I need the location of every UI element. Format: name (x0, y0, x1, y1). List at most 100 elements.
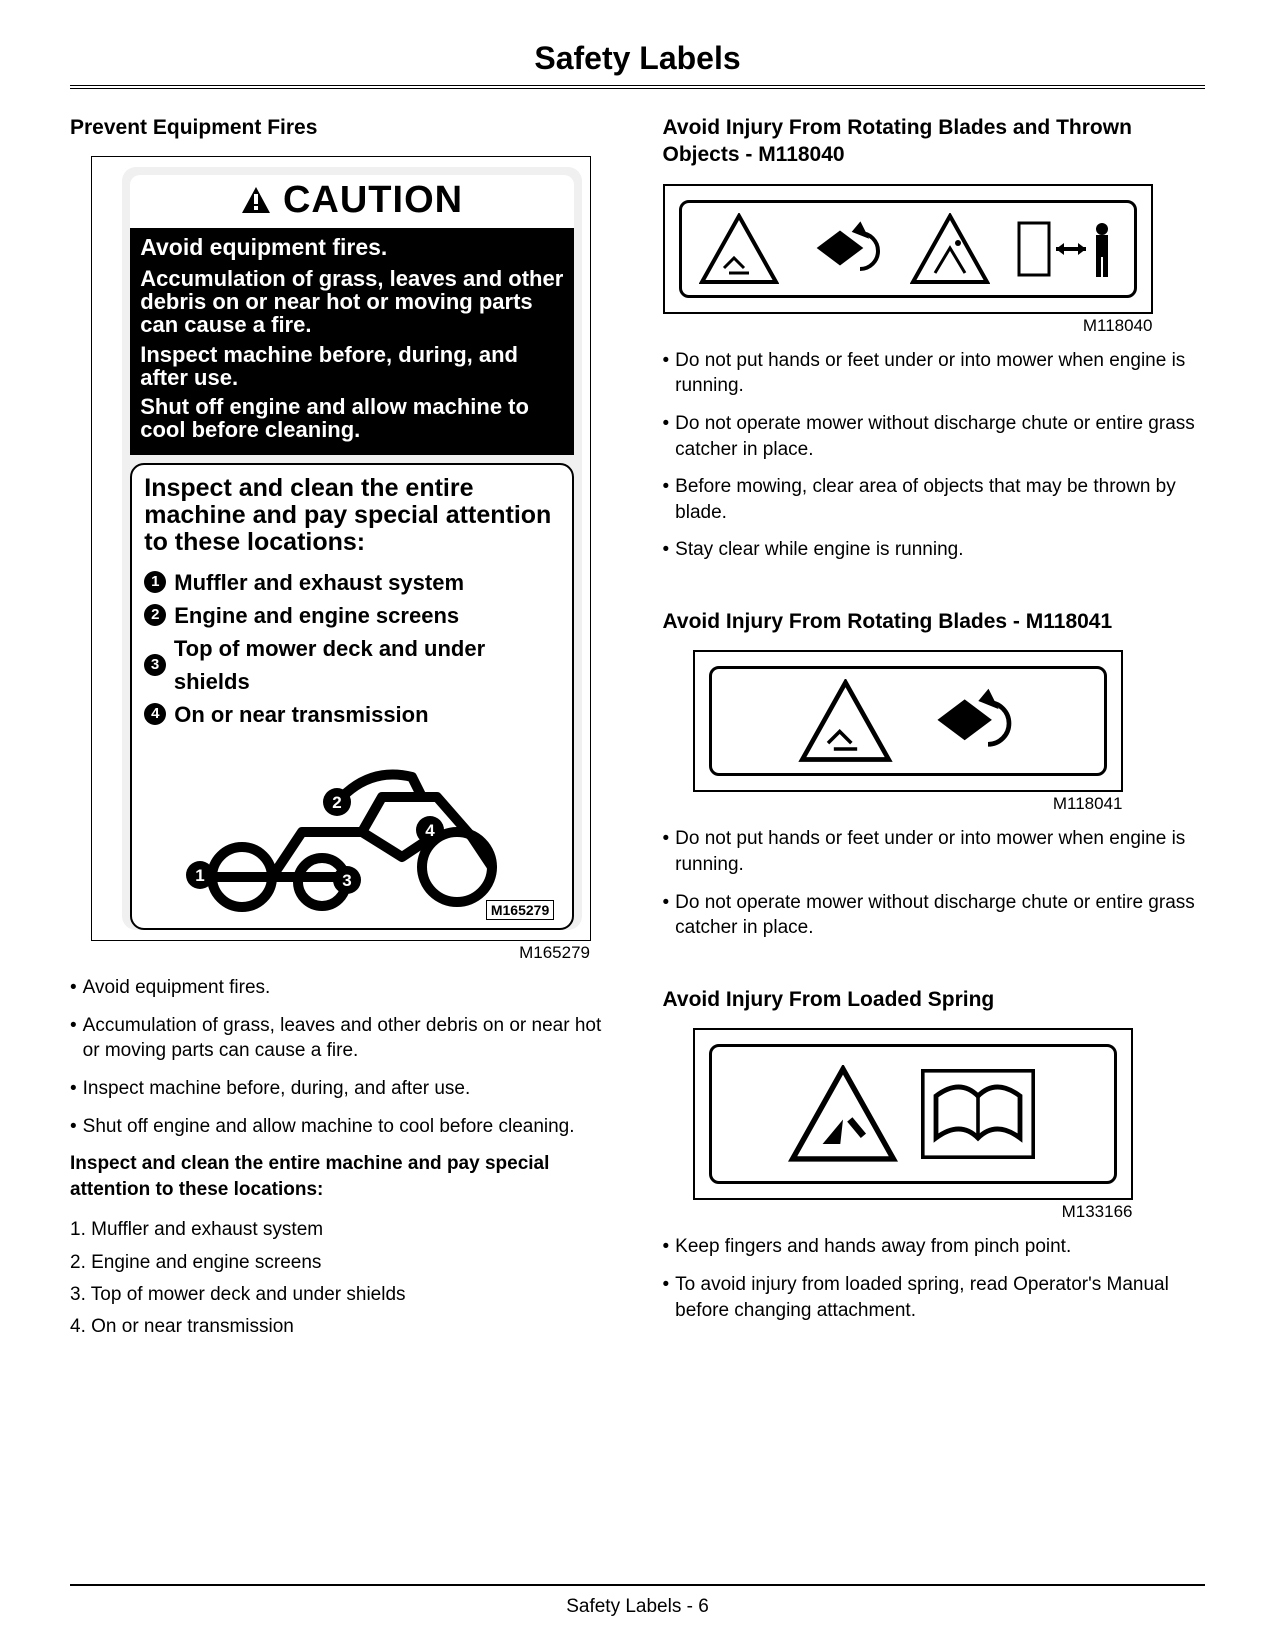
figure-caption: M118041 (663, 794, 1123, 814)
svg-text:3: 3 (343, 871, 352, 890)
caution-label-body: CAUTION Avoid equipment fires. Accumulat… (122, 167, 582, 930)
figure-caption: M165279 (70, 943, 590, 963)
caution-item-text: Muffler and exhaust system (174, 566, 464, 599)
mower-diagram: 1 2 3 4 M165279 (144, 737, 560, 922)
caution-white-item: 2Engine and engine screens (144, 599, 560, 632)
figure-m118040 (663, 184, 1153, 314)
bullet-text: Accumulation of grass, leaves and other … (83, 1013, 613, 1064)
caution-black-line: Accumulation of grass, leaves and other … (140, 267, 564, 336)
bullet-item: •Inspect machine before, during, and aft… (70, 1076, 613, 1102)
keep-distance-icon (1016, 213, 1116, 285)
svg-text:1: 1 (196, 866, 205, 885)
warning-triangle-icon (241, 186, 271, 214)
page-footer: Safety Labels - 6 (70, 1584, 1205, 1618)
bullet-item: •Do not operate mower without discharge … (663, 411, 1206, 462)
caution-black-line: Avoid equipment fires. (140, 234, 564, 261)
bullet-item: •Do not put hands or feet under or into … (663, 348, 1206, 399)
bullet-text: Do not operate mower without discharge c… (675, 411, 1205, 462)
bullet-text: Avoid equipment fires. (83, 975, 271, 1001)
bullet-text: Keep fingers and hands away from pinch p… (675, 1234, 1071, 1260)
heading-prevent-fires: Prevent Equipment Fires (70, 114, 613, 141)
no-hand-rotation-icon (805, 213, 885, 285)
bullet-icon: • (663, 890, 670, 941)
figure-caution-label: CAUTION Avoid equipment fires. Accumulat… (91, 156, 591, 941)
bullet-icon: • (663, 411, 670, 462)
caution-item-text: On or near transmission (174, 698, 428, 731)
numbered-text: Top of mower deck and under shields (91, 1284, 406, 1305)
caution-black-panel: Avoid equipment fires. Accumulation of g… (130, 228, 574, 455)
bullet-icon: • (663, 1272, 670, 1323)
hand-blade-warning-icon (699, 213, 779, 285)
pictogram-row (709, 1044, 1117, 1184)
label-partno: M165279 (486, 900, 554, 920)
circled-number-icon: 4 (144, 703, 166, 725)
bullet-text: Inspect machine before, during, and afte… (83, 1076, 471, 1102)
bullet-text: Do not put hands or feet under or into m… (675, 826, 1205, 877)
bullet-item: •Before mowing, clear area of objects th… (663, 474, 1206, 525)
page-title: Safety Labels (70, 40, 1205, 89)
figure-caption: M133166 (663, 1202, 1133, 1222)
inspect-locations-heading: Inspect and clean the entire machine and… (70, 1151, 613, 1202)
caution-white-item: 1 Muffler and exhaust system (144, 566, 560, 599)
bullet-text: Do not operate mower without discharge c… (675, 890, 1205, 941)
bullet-text: Do not put hands or feet under or into m… (675, 348, 1205, 399)
bullet-text: Shut off engine and allow machine to coo… (83, 1114, 575, 1140)
caution-banner: CAUTION (130, 175, 574, 228)
bullet-icon: • (663, 474, 670, 525)
circled-number-icon: 3 (144, 654, 166, 676)
bullet-item: •Do not put hands or feet under or into … (663, 826, 1206, 877)
bullet-icon: • (70, 1013, 77, 1064)
heading-loaded-spring: Avoid Injury From Loaded Spring (663, 986, 1206, 1013)
bullet-item: •Accumulation of grass, leaves and other… (70, 1013, 613, 1064)
caution-white-item: 3 Top of mower deck and under shields (144, 632, 560, 698)
numbered-text: Muffler and exhaust system (91, 1219, 323, 1240)
numbered-item: 2. Engine and engine screens (70, 1247, 613, 1279)
figure-m133166 (693, 1028, 1133, 1200)
no-hand-rotation-icon (923, 679, 1018, 763)
bullet-icon: • (70, 975, 77, 1001)
bullet-icon: • (663, 826, 670, 877)
bullet-text: Before mowing, clear area of objects tha… (675, 474, 1205, 525)
figure-caption: M118040 (663, 316, 1153, 336)
mower-icon: 1 2 3 4 (172, 737, 532, 917)
numbered-text: Engine and engine screens (91, 1252, 321, 1273)
caution-white-item: 4 On or near transmission (144, 698, 560, 731)
circled-number-icon: 2 (144, 604, 166, 626)
bullet-item: •To avoid injury from loaded spring, rea… (663, 1272, 1206, 1323)
pinch-point-warning-icon (788, 1065, 898, 1163)
hand-blade-warning-icon (798, 679, 893, 763)
caution-white-panel: Inspect and clean the entire machine and… (130, 463, 574, 930)
bullet-icon: • (663, 537, 670, 563)
caution-banner-text: CAUTION (283, 179, 463, 221)
caution-item-text: Top of mower deck and under shields (174, 632, 560, 698)
numbered-text: On or near transmission (91, 1316, 294, 1337)
bullet-icon: • (70, 1076, 77, 1102)
numbered-item: 1. Muffler and exhaust system (70, 1214, 613, 1246)
svg-text:2: 2 (333, 793, 342, 812)
pictogram-row (679, 200, 1137, 298)
heading-rotating-blades-thrown: Avoid Injury From Rotating Blades and Th… (663, 114, 1206, 169)
svg-text:4: 4 (426, 821, 436, 840)
bullet-item: •Shut off engine and allow machine to co… (70, 1114, 613, 1140)
caution-black-line: Inspect machine before, during, and afte… (140, 343, 564, 389)
numbered-list: 1. Muffler and exhaust system 2. Engine … (70, 1214, 613, 1343)
figure-m118041 (693, 650, 1123, 792)
caution-white-heading: Inspect and clean the entire machine and… (144, 475, 560, 556)
two-column-layout: Prevent Equipment Fires CAUTION Avoid eq… (70, 114, 1205, 1344)
bullet-item: •Avoid equipment fires. (70, 975, 613, 1001)
left-column: Prevent Equipment Fires CAUTION Avoid eq… (70, 114, 613, 1344)
circled-number-icon: 1 (144, 571, 166, 593)
bullet-item: •Stay clear while engine is running. (663, 537, 1206, 563)
bullet-icon: • (70, 1114, 77, 1140)
bullet-icon: • (663, 1234, 670, 1260)
bullet-item: •Keep fingers and hands away from pinch … (663, 1234, 1206, 1260)
numbered-item: 3. Top of mower deck and under shields (70, 1279, 613, 1311)
thrown-object-warning-icon (910, 213, 990, 285)
heading-rotating-blades: Avoid Injury From Rotating Blades - M118… (663, 608, 1206, 635)
numbered-item: 4. On or near transmission (70, 1311, 613, 1343)
right-column: Avoid Injury From Rotating Blades and Th… (663, 114, 1206, 1344)
bullet-text: Stay clear while engine is running. (675, 537, 963, 563)
bullet-text: To avoid injury from loaded spring, read… (675, 1272, 1205, 1323)
bullet-icon: • (663, 348, 670, 399)
bullet-item: •Do not operate mower without discharge … (663, 890, 1206, 941)
